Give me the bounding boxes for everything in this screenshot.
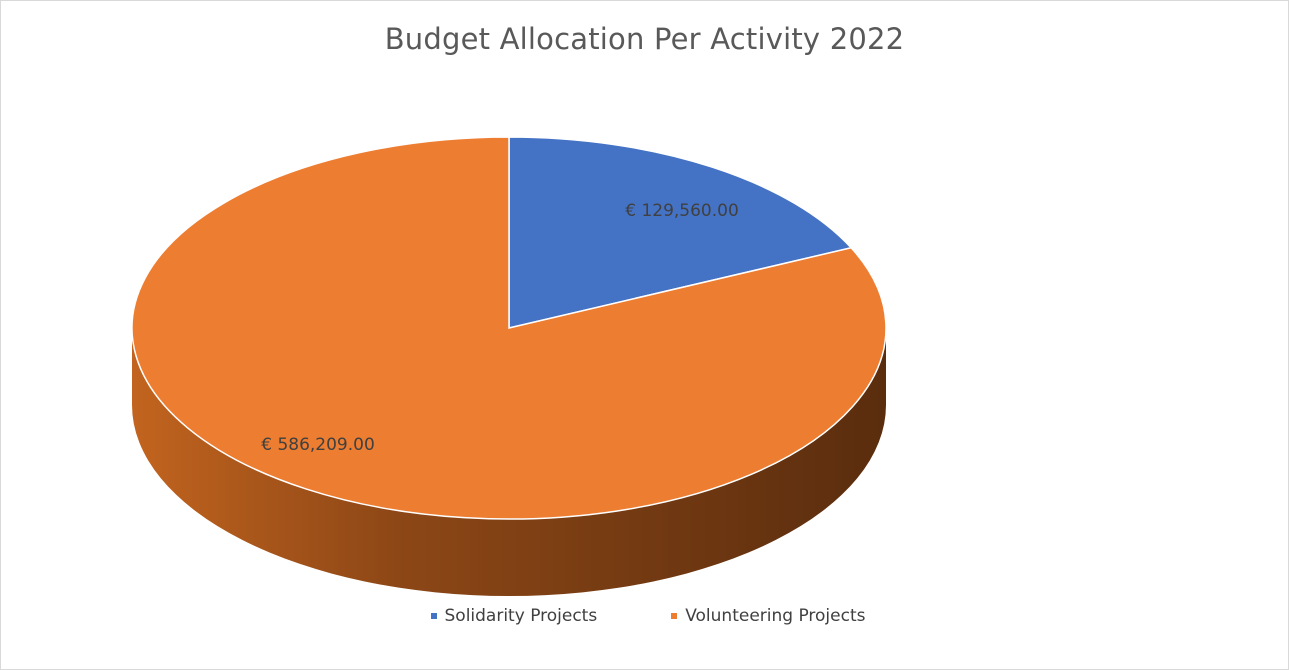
data-label-volunteering: € 586,209.00 [261,435,375,455]
legend-swatch [430,613,437,619]
data-label-solidarity: € 129,560.00 [625,201,739,221]
legend-label: Volunteering Projects [685,606,866,626]
legend-swatch [671,613,678,619]
legend-label: Solidarity Projects [444,606,598,626]
chart-title: Budget Allocation Per Activity 2022 [384,22,905,56]
pie-side-face [132,328,886,596]
legend: Solidarity Projects Volunteering Project… [0,606,1289,626]
pie-side-wall [132,328,886,596]
legend-item-volunteering: Volunteering Projects [671,606,866,626]
pie-slice-volunteering-projects [131,136,887,520]
pie-slice-solidarity-projects [508,136,853,329]
legend-item-solidarity: Solidarity Projects [430,606,598,626]
